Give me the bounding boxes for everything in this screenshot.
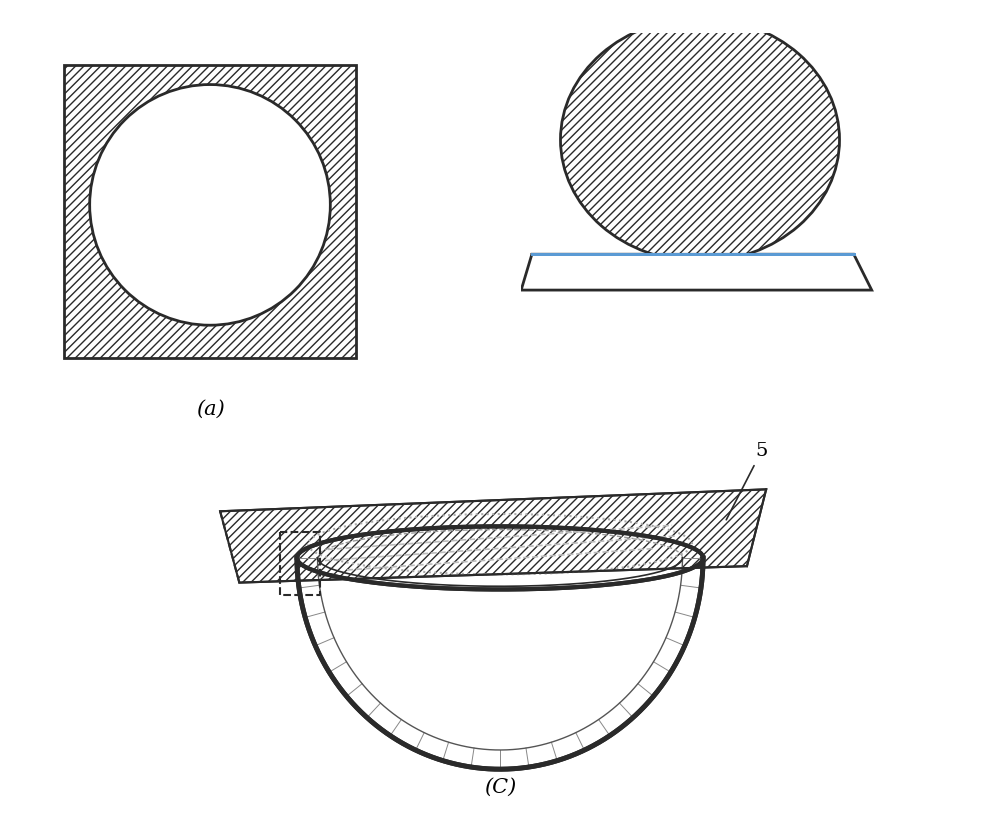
Bar: [521, 254, 879, 390]
Text: (C): (C): [484, 778, 516, 797]
Text: (b): (b): [685, 364, 715, 383]
Circle shape: [90, 85, 330, 325]
Polygon shape: [220, 489, 766, 583]
Ellipse shape: [560, 18, 840, 262]
Text: 5: 5: [726, 442, 768, 520]
Polygon shape: [521, 254, 872, 290]
Text: (a): (a): [196, 400, 224, 419]
